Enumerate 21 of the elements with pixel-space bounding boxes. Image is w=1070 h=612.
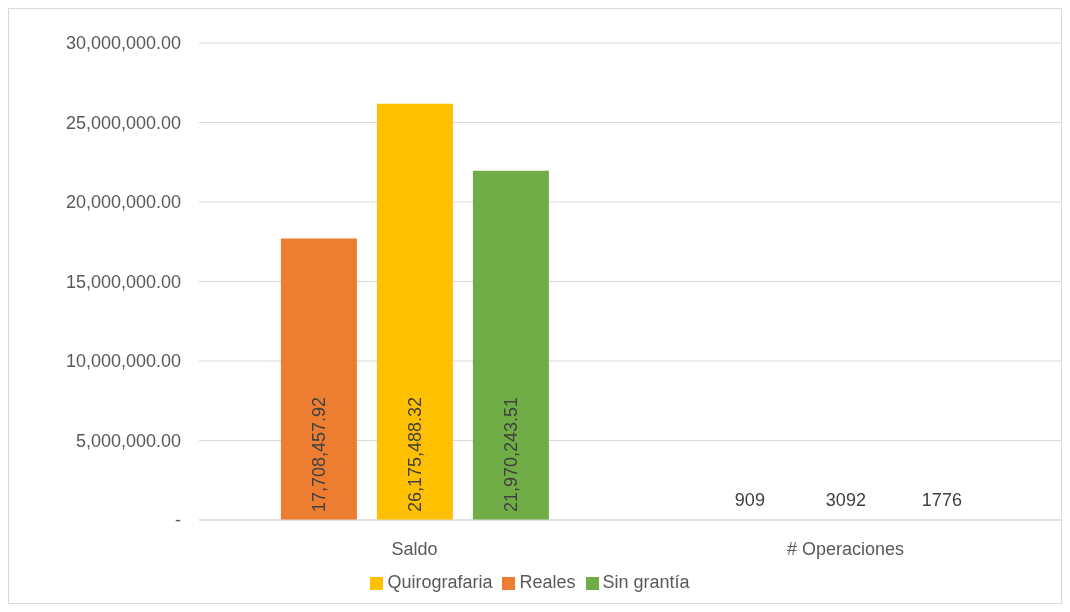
data-label: 21,970,243.51 — [500, 396, 521, 512]
bar — [376, 103, 453, 520]
bar — [280, 238, 357, 520]
y-tick-label: 15,000,000.00 — [65, 271, 181, 292]
legend-label: Reales — [519, 572, 576, 592]
data-label: 3092 — [825, 489, 866, 510]
data-label: 909 — [734, 489, 765, 510]
data-label: 17,708,457.92 — [308, 396, 329, 512]
y-tick-label: 5,000,000.00 — [75, 430, 181, 451]
legend-label: Quirografaria — [387, 572, 493, 592]
legend-label: Sin grantía — [602, 572, 690, 592]
x-tick-label: Saldo — [391, 538, 438, 559]
y-tick-label: 10,000,000.00 — [65, 351, 181, 372]
data-label: 1776 — [921, 489, 962, 510]
y-tick-label: 20,000,000.00 — [65, 192, 181, 213]
x-tick-label: # Operaciones — [786, 538, 905, 559]
y-tick-label: - — [175, 510, 181, 531]
y-tick-label: 25,000,000.00 — [65, 112, 181, 133]
data-label: 26,175,488.32 — [404, 396, 425, 512]
bar — [472, 170, 549, 520]
y-tick-label: 30,000,000.00 — [65, 33, 181, 54]
